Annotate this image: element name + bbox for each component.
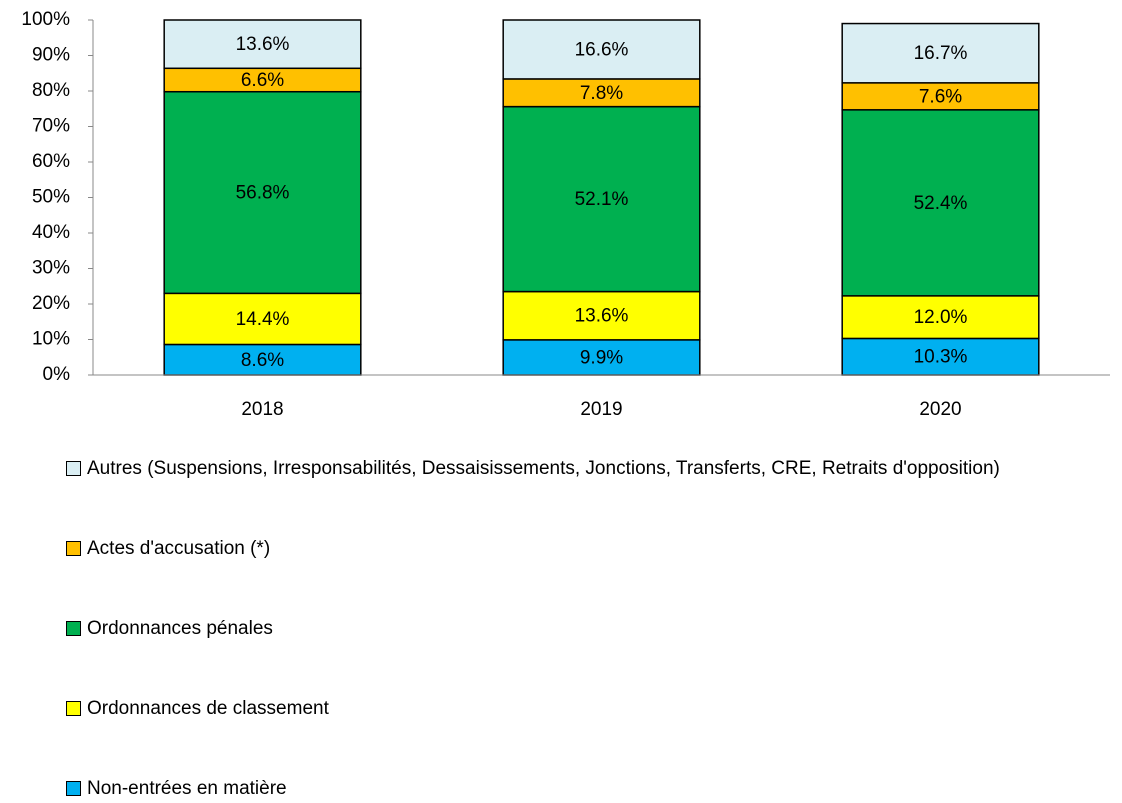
value-label: 8.6% [241,350,284,371]
legend-label: Ordonnances de classement [87,698,329,719]
y-tick-label: 30% [32,258,70,279]
legend-label: Actes d'accusation (*) [87,538,271,559]
bar-segment [502,290,701,341]
legend-swatch [66,541,81,556]
legend-item: Autres (Suspensions, Irresponsabilités, … [66,454,1096,483]
y-tick-label: 60% [32,151,70,172]
legend-item: Actes d'accusation (*) [66,534,1096,563]
legend-item: Non-entrées en matière [66,774,1096,803]
value-label: 12.0% [914,307,968,328]
bar-segment [502,78,701,108]
value-label: 16.7% [914,43,968,64]
y-tick-label: 40% [32,222,70,243]
legend-item: Ordonnances pénales [66,614,1096,643]
y-tick-label: 90% [32,45,70,66]
y-tick-label: 80% [32,80,70,101]
value-label: 13.6% [236,34,290,55]
bar-segment [841,22,1040,84]
legend-label: Ordonnances pénales [87,618,273,639]
x-tick-label: 2020 [919,399,961,420]
value-label: 56.8% [236,183,290,204]
value-label: 7.6% [919,86,962,107]
value-label: 52.4% [914,193,968,214]
legend-label: Non-entrées en matière [87,778,287,799]
legend-swatch [66,461,81,476]
y-tick-label: 50% [32,187,70,208]
y-tick-label: 0% [43,364,71,385]
legend-swatch [66,621,81,636]
bar-segment [163,343,362,376]
bar-segment [163,19,362,70]
value-label: 6.6% [241,70,284,91]
value-label: 16.6% [575,39,629,60]
bar-segment [502,19,701,80]
value-label: 52.1% [575,189,629,210]
chart: 0% 10% 20% 30% 40% 50% 60% 70% 80% 90% 100% 2018 8.6… [21,9,1110,420]
value-label: 7.8% [580,83,623,104]
x-tick-label: 2018 [241,399,283,420]
value-label: 10.3% [914,347,968,368]
value-label: 13.6% [575,306,629,327]
legend-swatch [66,781,81,796]
bar-segment [841,109,1040,297]
value-label: 14.4% [236,309,290,330]
value-label: 9.9% [580,347,623,368]
y-tick-label: 20% [32,293,70,314]
x-tick-label: 2019 [580,399,622,420]
bar-segment [841,82,1040,111]
legend-item: Ordonnances de classement [66,694,1096,723]
y-tick-label: 10% [32,329,70,350]
bar-segment [841,337,1040,376]
legend-label: Autres (Suspensions, Irresponsabilités, … [87,458,1000,479]
y-tick-label: 100% [21,9,70,30]
bar-segment [841,295,1040,340]
y-tick-label: 70% [32,116,70,137]
legend-swatch [66,701,81,716]
